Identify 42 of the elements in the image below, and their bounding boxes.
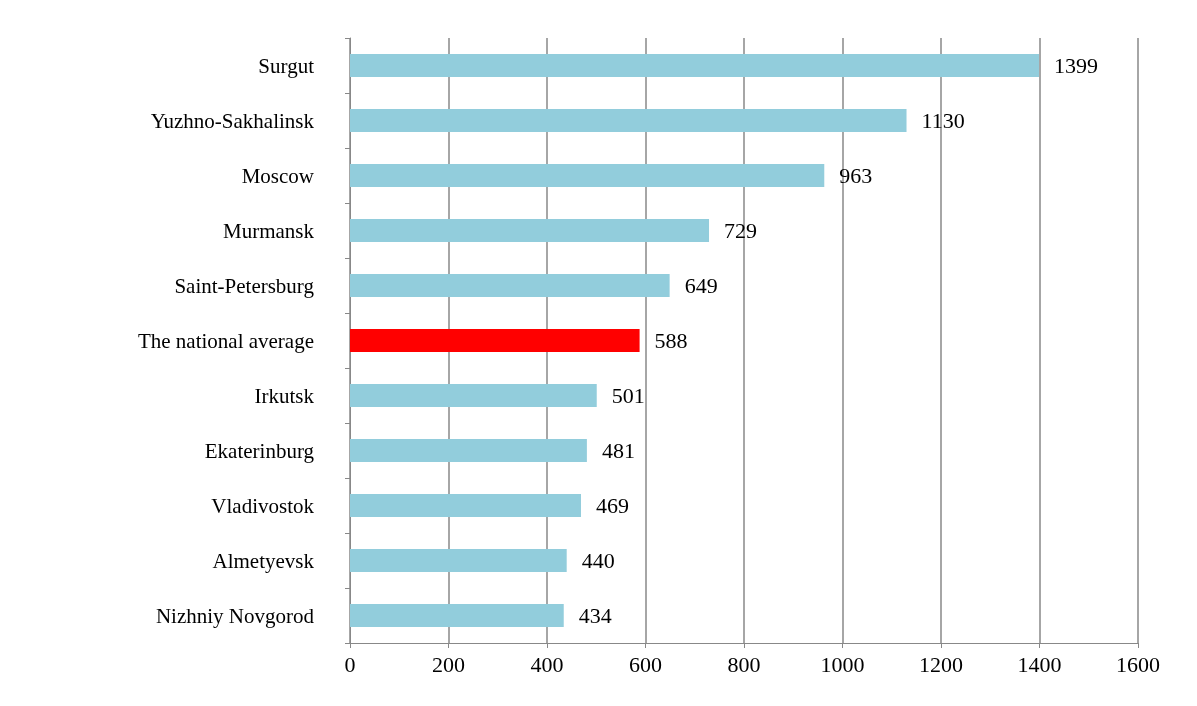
data-label: 963 <box>839 163 873 188</box>
y-tick-label: Yuzhno-Sakhalinsk <box>150 108 315 133</box>
x-tick-label: 200 <box>432 651 465 677</box>
bar <box>350 273 670 298</box>
x-tick-label: 1200 <box>919 651 963 677</box>
y-tick-label: Irkutsk <box>254 383 315 408</box>
data-label: 649 <box>684 273 718 298</box>
x-tick-label: 400 <box>530 651 564 677</box>
bar <box>350 383 597 408</box>
data-label: 588 <box>654 328 688 353</box>
bar <box>350 438 587 463</box>
y-tick-label: The national average <box>137 328 314 353</box>
x-tick-label: 800 <box>727 651 761 677</box>
bar <box>350 218 710 243</box>
bar <box>350 548 567 573</box>
x-tick-label: 1600 <box>1116 651 1160 677</box>
y-tick-label: Vladivostok <box>211 493 315 518</box>
bar <box>350 108 907 133</box>
x-tick-label: 0 <box>344 651 356 677</box>
data-label: 1399 <box>1054 53 1099 78</box>
bar <box>350 328 640 353</box>
y-tick-label: Murmansk <box>223 218 315 243</box>
x-tick-label: 1000 <box>820 651 865 677</box>
y-tick-label: Moscow <box>241 163 315 188</box>
data-label: 501 <box>611 383 645 408</box>
bar <box>350 603 564 628</box>
data-label: 434 <box>578 603 612 628</box>
data-label: 1130 <box>921 108 965 133</box>
bar <box>350 493 581 518</box>
data-label: 440 <box>581 548 615 573</box>
y-tick-label: Saint-Petersburg <box>174 273 315 298</box>
bar <box>350 53 1040 78</box>
y-tick-label: Ekaterinburg <box>204 438 315 463</box>
x-tick-label: 1400 <box>1017 651 1062 677</box>
bar <box>350 163 825 188</box>
y-tick-label: Nizhniy Novgorod <box>155 603 315 628</box>
y-tick-label: Surgut <box>258 53 315 78</box>
y-tick-label: Almetyevsk <box>212 548 315 573</box>
data-label: 469 <box>595 493 629 518</box>
data-label: 481 <box>601 438 635 463</box>
x-tick-label: 600 <box>629 651 662 677</box>
data-label: 729 <box>724 218 758 243</box>
